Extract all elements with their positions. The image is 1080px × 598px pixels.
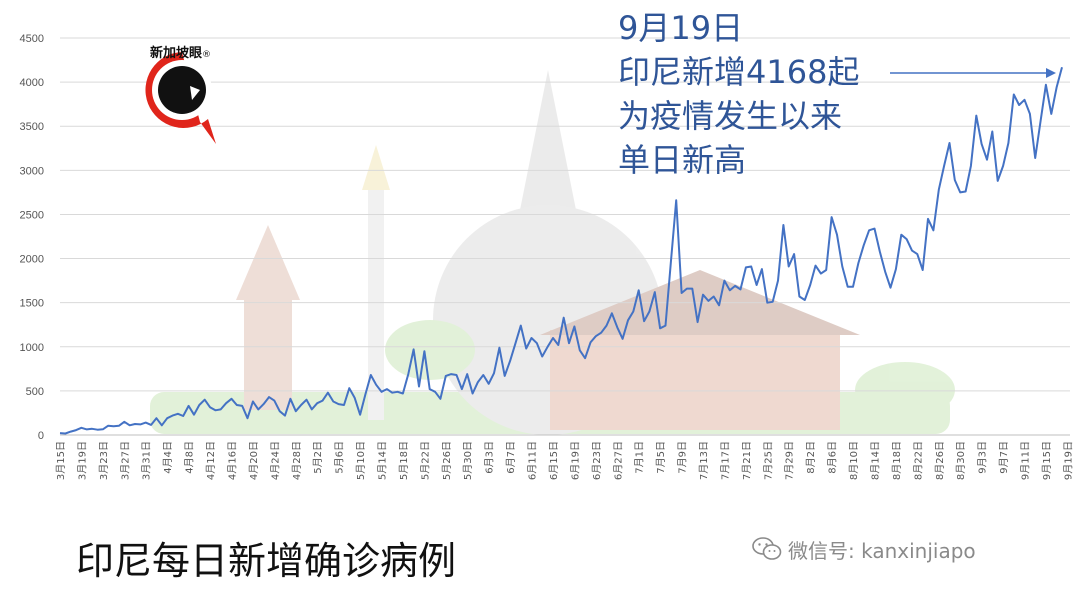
chart-title: 印尼每日新增确诊病例 (76, 539, 457, 583)
x-tick-label: 9月3日 (977, 441, 989, 474)
x-tick-label: 7月21日 (741, 441, 753, 480)
x-tick-label: 4月24日 (269, 441, 281, 480)
x-tick-label: 8月22日 (912, 441, 924, 480)
annotation: 9月19日 印尼新增4168起 为疫情发生以来 单日新高 (618, 6, 898, 182)
x-tick-label: 7月9日 (677, 441, 689, 474)
wechat-icon (752, 537, 782, 560)
y-tick-label: 4500 (20, 33, 44, 45)
gridlines (60, 37, 1070, 392)
x-tick-label: 4月12日 (205, 441, 217, 480)
logo (145, 52, 216, 144)
x-tick-label: 3月19日 (76, 441, 88, 480)
x-tick-label: 8月18日 (891, 441, 903, 480)
arrow-head (1046, 68, 1056, 78)
x-tick-label: 8月14日 (869, 441, 881, 480)
x-tick-label: 5月6日 (334, 441, 346, 474)
watermark: 微信号: kanxinjiapo (752, 534, 976, 564)
x-tick-label: 9月11日 (1019, 441, 1031, 480)
series-line (59, 67, 1063, 435)
bg-hedge (150, 392, 950, 434)
y-axis: 0 500 1000 1500 2000 2500 3000 3500 4000 4500 (20, 33, 44, 442)
x-axis: 3月15日 3月19日 3月23日 3月27日 3月31日 4月4日 4月8日 4月12日 4月… (55, 441, 1074, 480)
bg-stupa-dome (433, 205, 663, 435)
annotation-line: 为疫情发生以来 (618, 97, 843, 135)
annotation-line: 9月19日 (618, 9, 744, 47)
x-tick-label: 7月13日 (698, 441, 710, 480)
x-tick-label: 8月10日 (848, 441, 860, 480)
x-tick-label: 8月6日 (827, 441, 839, 474)
x-tick-label: 4月8日 (184, 441, 196, 474)
x-tick-label: 6月27日 (612, 441, 624, 480)
logo-eye-highlight (190, 86, 200, 100)
x-tick-label: 8月2日 (805, 441, 817, 474)
bg-pagoda-roof (236, 225, 300, 300)
x-tick-label: 9月7日 (998, 441, 1010, 474)
x-tick-label: 5月2日 (312, 441, 324, 474)
bg-stupa-spire (520, 70, 576, 210)
x-tick-label: 4月16日 (226, 441, 238, 480)
x-tick-label: 6月11日 (527, 441, 539, 480)
x-tick-label: 7月5日 (655, 441, 667, 474)
y-tick-label: 3500 (20, 121, 44, 133)
logo-registered-mark: ® (202, 50, 212, 60)
x-tick-label: 6月23日 (591, 441, 603, 480)
bg-tree (385, 320, 475, 380)
x-tick-label: 3月23日 (98, 441, 110, 480)
x-tick-label: 7月29日 (784, 441, 796, 480)
watermark-text: 微信号: kanxinjiapo (788, 538, 976, 563)
bg-house (550, 330, 840, 430)
x-tick-label: 6月19日 (569, 441, 581, 480)
annotation-line: 单日新高 (618, 141, 747, 179)
y-tick-label: 0 (38, 430, 44, 442)
x-tick-label: 3月15日 (55, 441, 67, 480)
bg-monument-column (368, 190, 384, 420)
logo-eye-icon (158, 66, 206, 114)
x-tick-label: 6月3日 (484, 441, 496, 474)
logo-text: 新加坡眼® (150, 42, 211, 61)
bg-pagoda-body (244, 300, 292, 410)
x-tick-label: 4月20日 (248, 441, 260, 480)
x-tick-label: 8月26日 (934, 441, 946, 480)
x-tick-label: 3月31日 (141, 441, 153, 480)
x-tick-label: 9月15日 (1041, 441, 1053, 480)
x-tick-label: 5月10日 (355, 441, 367, 480)
x-tick-label: 4月28日 (291, 441, 303, 480)
bg-monument-top (362, 145, 390, 190)
bg-tree (855, 362, 955, 418)
annotation-arrow (890, 68, 1056, 78)
logo-name: 新加坡眼 (150, 46, 203, 61)
x-tick-label: 5月18日 (398, 441, 410, 480)
x-tick-label: 8月30日 (955, 441, 967, 480)
y-tick-label: 1500 (20, 298, 44, 310)
x-tick-label: 5月26日 (441, 441, 453, 480)
x-tick-label: 4月4日 (162, 441, 174, 474)
x-tick-label: 7月25日 (762, 441, 774, 480)
x-tick-label: 7月17日 (719, 441, 731, 480)
y-tick-label: 2000 (20, 254, 44, 266)
y-tick-label: 3000 (20, 165, 44, 177)
y-tick-label: 500 (26, 386, 44, 398)
y-tick-label: 4000 (20, 77, 44, 89)
x-tick-label: 5月30日 (462, 441, 474, 480)
annotation-line: 印尼新增4168起 (618, 53, 860, 91)
y-tick-label: 1000 (20, 342, 44, 354)
y-tick-label: 2500 (20, 209, 44, 221)
x-tick-label: 6月7日 (505, 441, 517, 474)
x-tick-label: 5月14日 (376, 441, 388, 480)
x-tick-label: 6月15日 (548, 441, 560, 480)
x-tick-label: 5月22日 (419, 441, 431, 480)
x-tick-label: 3月27日 (119, 441, 131, 480)
x-tick-label: 7月1日 (634, 441, 646, 474)
x-tick-label: 9月19日 (1062, 441, 1074, 480)
